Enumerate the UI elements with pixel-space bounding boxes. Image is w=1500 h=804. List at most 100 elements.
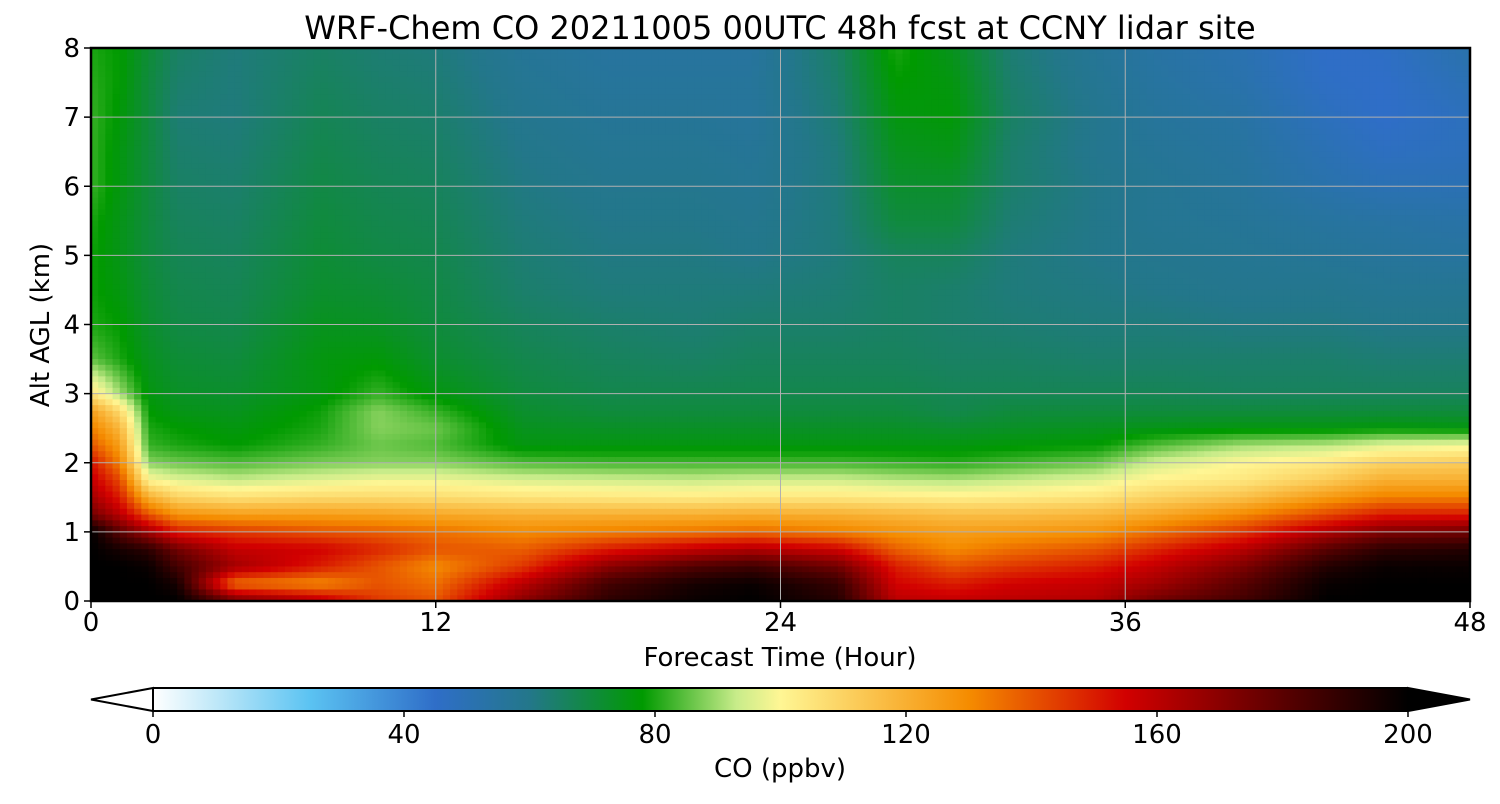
heatmap-cell <box>982 65 990 71</box>
heatmap-cell <box>493 60 501 66</box>
heatmap-cell <box>1190 77 1198 83</box>
heatmap-cell <box>601 77 609 83</box>
heatmap-cell <box>371 77 379 83</box>
heatmap-cell <box>206 100 214 106</box>
heatmap-cell <box>1420 77 1428 83</box>
heatmap-cell <box>967 77 975 83</box>
heatmap-cell <box>1197 94 1205 100</box>
heatmap-cell <box>1211 77 1219 83</box>
heatmap-cell <box>299 100 307 106</box>
heatmap-cell <box>881 88 889 94</box>
heatmap-cell <box>953 71 961 77</box>
heatmap-cell <box>1240 54 1248 60</box>
heatmap-cell <box>1405 88 1413 94</box>
heatmap-cell <box>982 94 990 100</box>
heatmap-cell <box>1125 60 1133 66</box>
heatmap-cell <box>953 94 961 100</box>
heatmap-cell <box>249 100 257 106</box>
heatmap-cell <box>594 65 602 71</box>
heatmap-cell <box>242 71 250 77</box>
heatmap-cell <box>464 77 472 83</box>
heatmap-cell <box>105 60 113 66</box>
heatmap-cell <box>579 100 587 106</box>
heatmap-cell <box>974 54 982 60</box>
heatmap-cell <box>1190 65 1198 71</box>
heatmap-cell <box>608 83 616 89</box>
heatmap-cell <box>206 71 214 77</box>
heatmap-cell <box>1391 83 1399 89</box>
heatmap-cell <box>773 83 781 89</box>
heatmap-cell <box>658 54 666 60</box>
heatmap-cell <box>464 71 472 77</box>
heatmap-cell <box>299 71 307 77</box>
heatmap-cell <box>1082 71 1090 77</box>
heatmap-cell <box>278 71 286 77</box>
heatmap-cell <box>1219 65 1227 71</box>
heatmap-cell <box>500 60 508 66</box>
heatmap-cell <box>407 71 415 77</box>
heatmap-cell <box>1456 83 1464 89</box>
heatmap-cell <box>802 54 810 60</box>
heatmap-cell <box>429 60 437 66</box>
heatmap-cell <box>788 94 796 100</box>
heatmap-cell <box>450 100 458 106</box>
heatmap-cell <box>1276 71 1284 77</box>
heatmap-cell <box>227 65 235 71</box>
heatmap-cell <box>694 83 702 89</box>
heatmap-cell <box>551 94 559 100</box>
heatmap-cell <box>1204 71 1212 77</box>
heatmap-cell <box>1104 100 1112 106</box>
heatmap-cell <box>967 94 975 100</box>
heatmap-cell <box>314 88 322 94</box>
heatmap-cell <box>321 71 329 77</box>
heatmap-cell <box>788 71 796 77</box>
heatmap-cell <box>493 88 501 94</box>
heatmap-cell <box>508 71 516 77</box>
heatmap-cell <box>443 60 451 66</box>
heatmap-cell <box>227 71 235 77</box>
heatmap-cell <box>644 60 652 66</box>
heatmap-cell <box>946 83 954 89</box>
heatmap-cell <box>220 100 228 106</box>
heatmap-cell <box>1032 60 1040 66</box>
heatmap-cell <box>192 77 200 83</box>
heatmap-cell <box>1334 94 1342 100</box>
heatmap-cell <box>206 60 214 66</box>
heatmap-cell <box>831 71 839 77</box>
heatmap-cell <box>120 60 128 66</box>
heatmap-cell <box>960 88 968 94</box>
heatmap-cell <box>701 71 709 77</box>
heatmap-cell <box>536 60 544 66</box>
heatmap-cell <box>1111 94 1119 100</box>
heatmap-cell <box>910 100 918 106</box>
heatmap-cell <box>1298 83 1306 89</box>
heatmap-cell <box>1075 54 1083 60</box>
heatmap-cell <box>773 71 781 77</box>
heatmap-cell <box>1326 65 1334 71</box>
heatmap-cell <box>1204 65 1212 71</box>
heatmap-cell <box>342 88 350 94</box>
heatmap-cell <box>1283 71 1291 77</box>
heatmap-cell <box>1362 60 1370 66</box>
heatmap-cell <box>1046 71 1054 77</box>
heatmap-cell <box>479 65 487 71</box>
heatmap-cell <box>723 71 731 77</box>
heatmap-cell <box>1405 65 1413 71</box>
heatmap-cell <box>931 77 939 83</box>
heatmap-cell <box>658 65 666 71</box>
heatmap-cell <box>931 88 939 94</box>
heatmap-cell <box>730 83 738 89</box>
heatmap-cell <box>464 83 472 89</box>
heatmap-cell <box>565 71 573 77</box>
heatmap-cell <box>709 83 717 89</box>
heatmap-cell <box>1176 71 1184 77</box>
heatmap-cell <box>299 94 307 100</box>
heatmap-cell <box>587 65 595 71</box>
heatmap-cell <box>335 60 343 66</box>
heatmap-cell <box>551 71 559 77</box>
heatmap-cell <box>479 94 487 100</box>
heatmap-cell <box>400 77 408 83</box>
heatmap-cell <box>709 71 717 77</box>
heatmap-cell <box>1290 88 1298 94</box>
heatmap-cell <box>852 60 860 66</box>
